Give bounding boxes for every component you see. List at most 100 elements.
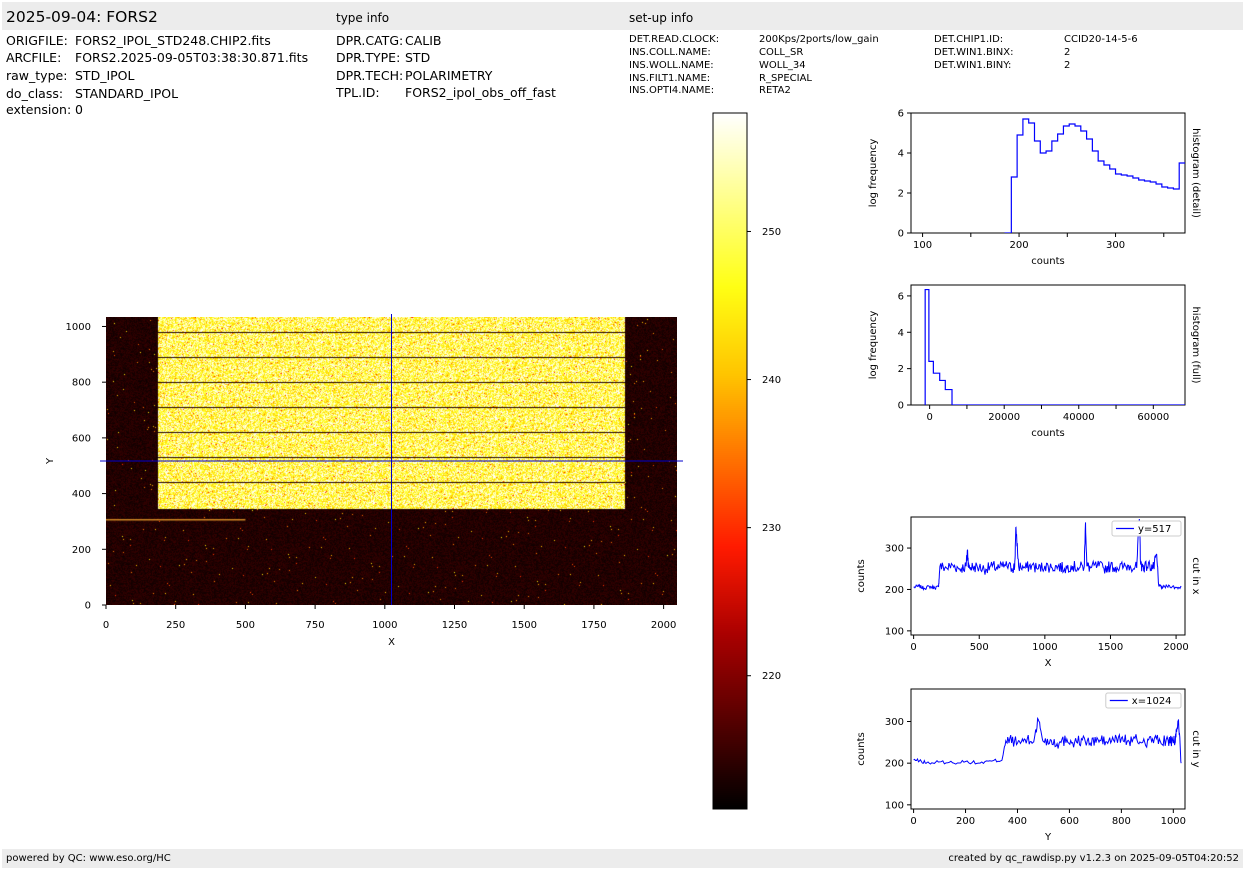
file-info-row: ARCFILE: FORS2.2025-09-05T03:38:30.871.fi… xyxy=(6,50,308,65)
setup-info-row: INS.FILT1.NAME: R_SPECIAL xyxy=(629,73,812,84)
x-tick-label: 0 xyxy=(926,412,932,423)
setup-info-key: INS.WOLL.NAME: xyxy=(629,60,714,71)
y-tick-label: 2 xyxy=(898,189,904,200)
setup-info-row: DET.READ.CLOCK: 200Kps/2ports/low_gain xyxy=(629,34,879,45)
file-info-key: ARCFILE: xyxy=(6,50,62,65)
x-axis-label: Y xyxy=(1044,832,1052,843)
file-info-key: extension: xyxy=(6,102,72,117)
type-info-row: DPR.TYPE: STD xyxy=(336,50,430,65)
file-info-block: ORIGFILE: FORS2_IPOL_STD248.CHIP2.fits AR… xyxy=(6,33,326,123)
x-tick-label: 1500 xyxy=(1098,642,1123,653)
x-tick-label: 0 xyxy=(910,816,916,827)
header-band xyxy=(2,2,1243,30)
setup-info-row: INS.COLL.NAME: COLL_SR xyxy=(629,47,803,58)
x-tick-label: 100 xyxy=(913,240,932,251)
y-tick-label: 4 xyxy=(898,149,904,160)
file-info-value: FORS2.2025-09-05T03:38:30.871.fits xyxy=(75,50,309,65)
setup-info-row: DET.WIN1.BINX: 2 xyxy=(934,47,1070,58)
y-tick-label: 6 xyxy=(898,109,904,120)
footer-credit-left: powered by QC: www.eso.org/HC xyxy=(6,853,171,864)
x-tick-label: 0 xyxy=(910,642,916,653)
setup-info-value: COLL_SR xyxy=(759,47,804,58)
y-axis-label: log frequency xyxy=(868,311,879,380)
plot-frame xyxy=(910,688,1186,810)
x-tick-label: 800 xyxy=(1112,816,1131,827)
y-axis-label: counts xyxy=(856,732,867,765)
file-info-row: extension: 0 xyxy=(6,102,83,117)
setup-info-key: DET.CHIP1.ID: xyxy=(934,34,1004,45)
setup-info-key: INS.COLL.NAME: xyxy=(629,47,711,58)
plot-frame xyxy=(910,112,1186,234)
y-axis-label: log frequency xyxy=(868,139,879,208)
y-axis-label: counts xyxy=(856,559,867,592)
y-tick-label: 0 xyxy=(898,229,904,240)
type-info-value: STD xyxy=(405,50,431,65)
type-info-key: TPL.ID: xyxy=(336,85,380,100)
x-axis-label: X xyxy=(1045,658,1052,669)
x-tick-label: 500 xyxy=(970,642,989,653)
y-tick-label: 4 xyxy=(898,328,904,339)
file-info-row: raw_type: STD_IPOL xyxy=(6,68,134,83)
side-label: histogram (detail) xyxy=(1190,128,1201,218)
setup-info-value: 2 xyxy=(1064,60,1071,71)
setup-info-key: INS.OPTI4.NAME: xyxy=(629,85,715,96)
file-info-value: STANDARD_IPOL xyxy=(75,86,179,101)
file-info-value: STD_IPOL xyxy=(75,68,135,83)
y-tick-label: 100 xyxy=(885,626,904,637)
y-tick-label: 300 xyxy=(885,544,904,555)
x-tick-label: 200 xyxy=(1010,240,1029,251)
setup-info-value: RETA2 xyxy=(759,85,791,96)
y-tick-label: 100 xyxy=(885,800,904,811)
x-tick-label: 600 xyxy=(1060,816,1079,827)
x-axis-label: counts xyxy=(1031,256,1064,267)
x-tick-label: 1000 xyxy=(1161,816,1186,827)
y-tick-label: 0 xyxy=(898,401,904,412)
file-info-key: ORIGFILE: xyxy=(6,33,68,48)
file-info-key: do_class: xyxy=(6,86,64,101)
type-info-value: POLARIMETRY xyxy=(405,68,493,83)
x-tick-label: 400 xyxy=(1008,816,1027,827)
setup-info-key: INS.FILT1.NAME: xyxy=(629,73,711,84)
type-info-key: DPR.TYPE: xyxy=(336,50,401,65)
legend-label: y=517 xyxy=(1138,524,1171,535)
setup-info-key: DET.READ.CLOCK: xyxy=(629,34,720,45)
x-tick-label: 60000 xyxy=(1137,412,1169,423)
y-tick-label: 2 xyxy=(898,364,904,375)
x-tick-label: 300 xyxy=(1106,240,1125,251)
x-tick-label: 40000 xyxy=(1063,412,1095,423)
file-info-key: raw_type: xyxy=(6,68,68,83)
setup-info-row: DET.CHIP1.ID: CCID20-14-5-6 xyxy=(934,34,1138,45)
setup-info-block-left: DET.READ.CLOCK: 200Kps/2ports/low_gain IN… xyxy=(629,34,929,99)
setup-info-block-right: DET.CHIP1.ID: CCID20-14-5-6 DET.WIN1.BINX… xyxy=(934,34,1194,74)
cut-y-series xyxy=(913,716,1182,765)
type-info-block: DPR.CATG: CALIB DPR.TYPE: STD DPR.TECH: POL… xyxy=(336,33,616,103)
x-tick-label: 20000 xyxy=(988,412,1020,423)
x-tick-label: 200 xyxy=(956,816,975,827)
side-label: histogram (full) xyxy=(1190,306,1201,383)
y-tick-label: 200 xyxy=(885,759,904,770)
setup-info-key: DET.WIN1.BINY: xyxy=(934,60,1012,71)
setup-info-value: WOLL_34 xyxy=(759,60,806,71)
setup-info-value: CCID20-14-5-6 xyxy=(1064,34,1138,45)
plot-frame xyxy=(910,516,1186,636)
side-label: cut in x xyxy=(1190,557,1201,594)
type-info-value: CALIB xyxy=(405,33,442,48)
footer-band xyxy=(2,849,1243,868)
type-info-row: DPR.CATG: CALIB xyxy=(336,33,442,48)
file-info-value: 0 xyxy=(75,102,83,117)
file-info-row: ORIGFILE: FORS2_IPOL_STD248.CHIP2.fits xyxy=(6,33,271,48)
side-label: cut in y xyxy=(1190,730,1201,767)
setup-info-row: INS.WOLL.NAME: WOLL_34 xyxy=(629,60,806,71)
page-title: 2025-09-04: FORS2 xyxy=(6,8,158,26)
type-info-key: DPR.CATG: xyxy=(336,33,404,48)
setup-info-value: 2 xyxy=(1064,47,1071,58)
x-axis-label: counts xyxy=(1031,428,1064,439)
type-info-label: type info xyxy=(336,11,390,25)
cut-x-series xyxy=(913,519,1182,592)
file-info-row: do_class: STANDARD_IPOL xyxy=(6,86,178,101)
setup-info-row: DET.WIN1.BINY: 2 xyxy=(934,60,1070,71)
y-tick-label: 200 xyxy=(885,585,904,596)
